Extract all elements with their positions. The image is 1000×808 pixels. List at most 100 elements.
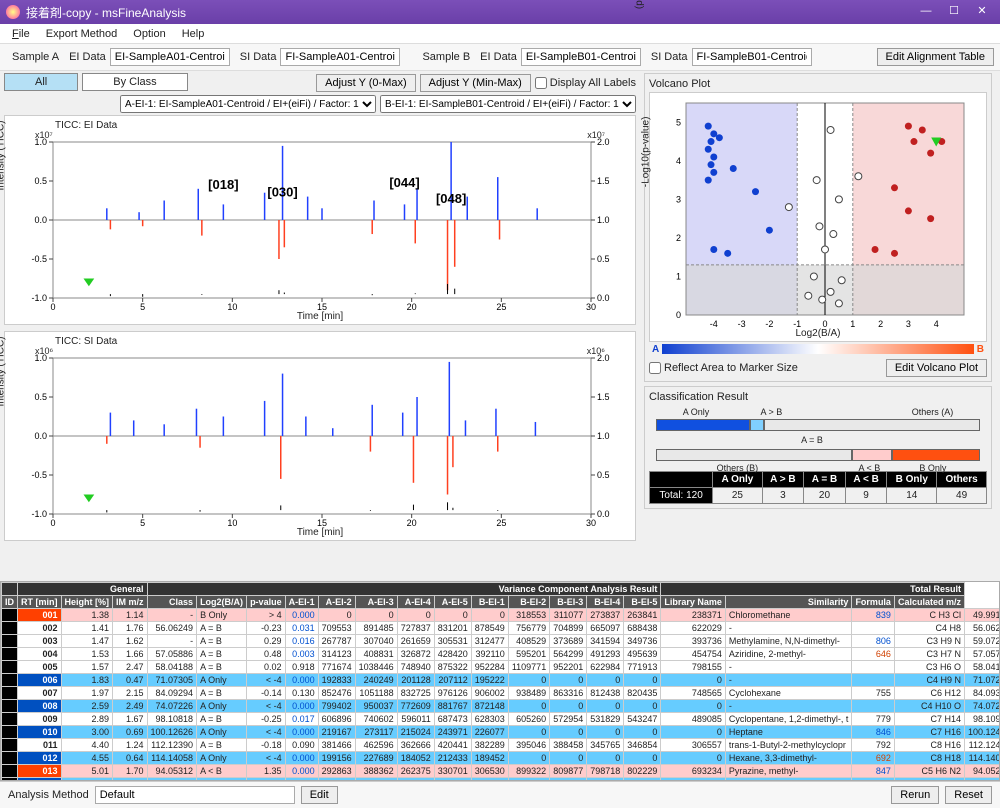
volcano-ylabel-right: Intensity (Compound) bbox=[983, 0, 998, 47]
table-row[interactable]: 0082.592.4974.07226A Only< -40.000799402… bbox=[2, 700, 1000, 713]
svg-text:1.0: 1.0 bbox=[34, 353, 47, 363]
svg-text:15: 15 bbox=[317, 302, 327, 312]
display-all-labels-checkbox[interactable]: Display All Labels bbox=[535, 77, 636, 89]
svg-text:25: 25 bbox=[496, 302, 506, 312]
view-tabs: All By Class bbox=[4, 73, 188, 91]
svg-text:-0.5: -0.5 bbox=[31, 254, 47, 264]
results-table[interactable]: GeneralVariance Component Analysis Resul… bbox=[0, 581, 1000, 781]
svg-text:1.0: 1.0 bbox=[34, 137, 47, 147]
classification-panel: Classification Result A Only A > B Other… bbox=[644, 386, 992, 509]
svg-text:15: 15 bbox=[317, 518, 327, 528]
volcano-chart[interactable]: -Log10(p-value) Intensity (Compound) Log… bbox=[649, 92, 987, 342]
ei-data-label-b: EI Data bbox=[480, 51, 517, 63]
svg-text:4: 4 bbox=[934, 319, 939, 329]
si-data-label-a: SI Data bbox=[240, 51, 277, 63]
table-row[interactable]: 0124.550.64114.14058A Only< -40.00019915… bbox=[2, 752, 1000, 765]
tab-all[interactable]: All bbox=[4, 73, 78, 91]
svg-text:-1.0: -1.0 bbox=[31, 293, 47, 303]
sample-a-ei-input[interactable] bbox=[110, 48, 230, 66]
table-row[interactable]: 0061.830.4771.07305A Only< -40.000192833… bbox=[2, 674, 1000, 687]
edit-volcano-button[interactable]: Edit Volcano Plot bbox=[886, 359, 987, 377]
svg-text:3: 3 bbox=[676, 194, 681, 204]
tab-by-class[interactable]: By Class bbox=[82, 73, 187, 91]
table-row[interactable]: 0103.000.69100.12626A Only< -40.00021916… bbox=[2, 726, 1000, 739]
table-row[interactable]: 0071.972.1584.09294A = B-0.140.130852476… bbox=[2, 687, 1000, 700]
sample-toolbar: Sample A EI Data SI Data Sample B EI Dat… bbox=[0, 44, 1000, 71]
minimize-button[interactable]: — bbox=[914, 4, 938, 20]
svg-text:20: 20 bbox=[407, 302, 417, 312]
svg-text:2.0: 2.0 bbox=[597, 137, 610, 147]
table-row[interactable]: 0031.471.62-A = B0.290.01626778730704026… bbox=[2, 635, 1000, 648]
classification-bars: A Only A > B Others (A) A = B Others (B)… bbox=[649, 407, 987, 467]
svg-text:-1.0: -1.0 bbox=[31, 509, 47, 519]
table-row[interactable]: 0041.531.6657.05886A = B0.480.0033141234… bbox=[2, 648, 1000, 661]
svg-text:-3: -3 bbox=[738, 319, 746, 329]
sample-b-label: Sample B bbox=[422, 51, 470, 63]
svg-text:0.5: 0.5 bbox=[34, 392, 47, 402]
svg-text:0.0: 0.0 bbox=[597, 509, 610, 519]
maximize-button[interactable]: ☐ bbox=[942, 4, 966, 20]
adjust-y-minmax-button[interactable]: Adjust Y (Min-Max) bbox=[420, 74, 531, 92]
svg-text:0: 0 bbox=[50, 302, 55, 312]
svg-text:-2: -2 bbox=[765, 319, 773, 329]
svg-text:-4: -4 bbox=[710, 319, 718, 329]
sample-b-ei-input[interactable] bbox=[521, 48, 641, 66]
svg-text:5: 5 bbox=[676, 117, 681, 127]
volcano-plot-panel: Volcano Plot -Log10(p-value) Intensity (… bbox=[644, 73, 992, 382]
table-row[interactable]: 0135.011.7094.05312A < B1.350.0002928633… bbox=[2, 765, 1000, 778]
svg-text:1.5: 1.5 bbox=[597, 392, 610, 402]
reflect-area-checkbox[interactable]: Reflect Area to Marker Size bbox=[649, 362, 798, 374]
window-title: 接着剤-copy - msFineAnalysis bbox=[26, 4, 914, 21]
svg-text:0.5: 0.5 bbox=[597, 254, 610, 264]
analysis-method-input[interactable] bbox=[95, 786, 295, 804]
ei-data-label-a: EI Data bbox=[69, 51, 106, 63]
chart-select-a[interactable]: A-EI-1: EI-SampleA01-Centroid / EI+(eiFi… bbox=[120, 95, 376, 113]
menu-help[interactable]: Help bbox=[174, 26, 213, 42]
si-data-label-b: SI Data bbox=[651, 51, 688, 63]
svg-text:10: 10 bbox=[227, 302, 237, 312]
sample-b-si-input[interactable] bbox=[692, 48, 812, 66]
edit-method-button[interactable]: Edit bbox=[301, 786, 338, 804]
svg-text:0.5: 0.5 bbox=[34, 176, 47, 186]
sample-a-si-input[interactable] bbox=[280, 48, 400, 66]
chart-select-b[interactable]: B-EI-1: EI-SampleB01-Centroid / EI+(eiFi… bbox=[380, 95, 636, 113]
menu-file[interactable]: File bbox=[4, 26, 38, 42]
table-row[interactable]: 0114.401.24112.12390A = B-0.180.09038146… bbox=[2, 739, 1000, 752]
table-row[interactable]: 0051.572.4758.04188A = B0.020.9187716741… bbox=[2, 661, 1000, 674]
svg-text:25: 25 bbox=[496, 518, 506, 528]
display-all-labels-input[interactable] bbox=[535, 77, 547, 89]
svg-text:-0.5: -0.5 bbox=[31, 470, 47, 480]
titlebar: 接着剤-copy - msFineAnalysis — ☐ ✕ bbox=[0, 0, 1000, 24]
menu-option[interactable]: Option bbox=[125, 26, 173, 42]
adjust-y-0max-button[interactable]: Adjust Y (0-Max) bbox=[316, 74, 416, 92]
rerun-button[interactable]: Rerun bbox=[891, 786, 939, 804]
classification-table: A OnlyA > BA = BA < BB OnlyOthers Total:… bbox=[649, 471, 987, 504]
app-icon bbox=[6, 5, 20, 19]
svg-text:[044]: [044] bbox=[389, 175, 419, 190]
si-chart[interactable]: TICC: SI Data x10⁶ x10⁶ Intensity (TICC)… bbox=[4, 331, 636, 541]
classification-title: Classification Result bbox=[649, 391, 987, 403]
table-row[interactable]: 0011.381.14-B Only> 40.00000000318553311… bbox=[2, 609, 1000, 622]
svg-text:1.0: 1.0 bbox=[597, 431, 610, 441]
table-row[interactable]: 0021.411.7656.06249A = B-0.230.031709553… bbox=[2, 622, 1000, 635]
svg-text:1: 1 bbox=[676, 271, 681, 281]
edit-alignment-button[interactable]: Edit Alignment Table bbox=[877, 48, 994, 66]
reset-button[interactable]: Reset bbox=[945, 786, 992, 804]
svg-text:0: 0 bbox=[822, 319, 827, 329]
svg-text:2: 2 bbox=[878, 319, 883, 329]
volcano-title: Volcano Plot bbox=[649, 78, 987, 90]
sample-a-label: Sample A bbox=[12, 51, 59, 63]
svg-text:2.0: 2.0 bbox=[597, 353, 610, 363]
svg-text:[018]: [018] bbox=[208, 177, 238, 192]
ei-chart[interactable]: TICC: EI Data x10⁷ x10⁷ Intensity (TICC)… bbox=[4, 115, 636, 325]
svg-text:1.0: 1.0 bbox=[597, 215, 610, 225]
menu-export[interactable]: Export Method bbox=[38, 26, 126, 42]
svg-text:20: 20 bbox=[407, 518, 417, 528]
svg-text:0.5: 0.5 bbox=[597, 470, 610, 480]
svg-text:2: 2 bbox=[676, 233, 681, 243]
svg-text:1: 1 bbox=[850, 319, 855, 329]
svg-text:5: 5 bbox=[140, 302, 145, 312]
svg-text:30: 30 bbox=[586, 518, 596, 528]
svg-text:0.0: 0.0 bbox=[34, 215, 47, 225]
table-row[interactable]: 0092.891.6798.10818A = B-0.250.017606896… bbox=[2, 713, 1000, 726]
